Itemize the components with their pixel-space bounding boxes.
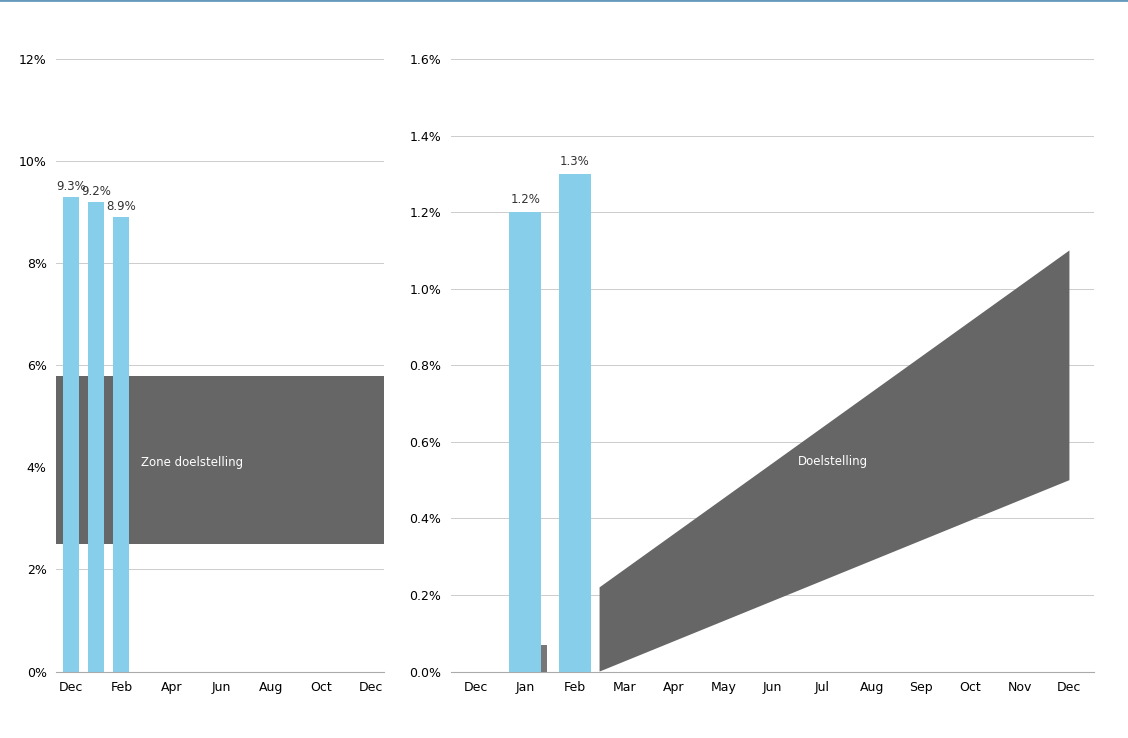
- Text: 9.2%: 9.2%: [81, 185, 112, 198]
- Bar: [541, 645, 547, 672]
- Bar: [88, 202, 105, 672]
- Bar: [558, 174, 591, 672]
- Polygon shape: [600, 250, 1069, 672]
- Bar: [113, 217, 130, 672]
- Text: Zone doelstelling: Zone doelstelling: [141, 456, 244, 469]
- Text: 9.3%: 9.3%: [56, 180, 86, 193]
- Text: 1.3%: 1.3%: [559, 155, 590, 168]
- Text: Doelstelling: Doelstelling: [797, 455, 867, 467]
- Text: 1.2%: 1.2%: [511, 193, 540, 207]
- Bar: [510, 213, 541, 672]
- Text: 8.9%: 8.9%: [106, 200, 136, 213]
- Bar: [63, 197, 79, 672]
- Bar: [56, 376, 384, 544]
